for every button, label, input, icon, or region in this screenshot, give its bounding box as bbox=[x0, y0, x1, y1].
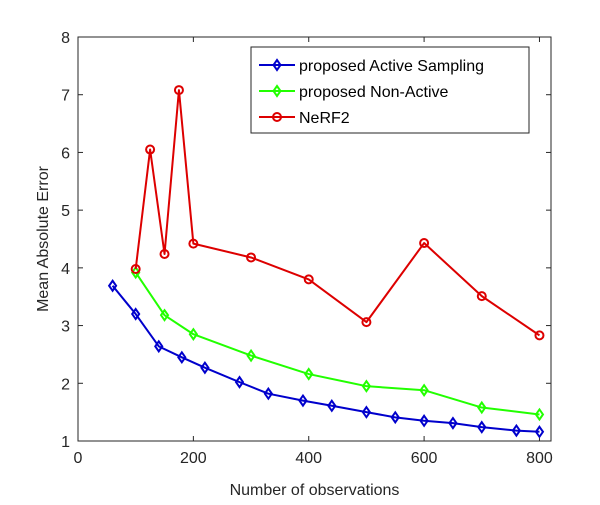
data-point bbox=[303, 274, 314, 285]
data-point bbox=[159, 249, 170, 260]
x-tick-label: 400 bbox=[295, 450, 322, 467]
x-tick-label: 800 bbox=[526, 450, 553, 467]
data-point bbox=[200, 360, 210, 375]
legend-label: proposed Non-Active bbox=[299, 84, 449, 101]
legend-item: proposed Active Sampling bbox=[259, 58, 484, 75]
y-tick-label: 5 bbox=[61, 203, 70, 220]
series-line bbox=[111, 285, 540, 433]
axis-ticks: 0 200 400 600 800 1 2 3 4 5 6 7 8 bbox=[61, 30, 553, 467]
legend-item: NeRF2 bbox=[259, 110, 350, 127]
data-point bbox=[361, 379, 372, 393]
data-point bbox=[534, 407, 545, 422]
data-point bbox=[145, 144, 156, 155]
x-tick-label: 0 bbox=[74, 450, 83, 467]
x-tick-label: 600 bbox=[411, 450, 438, 467]
data-point bbox=[419, 383, 429, 397]
data-point bbox=[188, 238, 199, 249]
data-point bbox=[234, 375, 245, 389]
legend-item: proposed Non-Active bbox=[259, 84, 449, 101]
data-point bbox=[154, 339, 164, 354]
legend-swatch-marker bbox=[272, 58, 282, 72]
y-tick-label: 8 bbox=[61, 30, 70, 47]
data-point bbox=[511, 423, 522, 438]
data-point bbox=[477, 420, 487, 434]
data-point bbox=[476, 291, 487, 302]
series-proposed-non-active bbox=[130, 265, 545, 422]
data-point bbox=[327, 399, 337, 413]
data-point bbox=[188, 327, 199, 341]
data-point bbox=[361, 317, 372, 328]
data-point bbox=[534, 330, 545, 341]
legend: proposed Active Sampling proposed Non-Act… bbox=[250, 46, 530, 134]
series-line bbox=[134, 271, 540, 416]
data-point bbox=[107, 279, 118, 293]
data-point bbox=[246, 348, 256, 363]
series-nerf2 bbox=[130, 85, 545, 341]
y-tick-label: 2 bbox=[61, 376, 70, 393]
data-point bbox=[304, 367, 314, 381]
data-point bbox=[173, 85, 184, 96]
y-tick-label: 4 bbox=[61, 261, 70, 278]
data-point bbox=[130, 264, 141, 275]
data-point bbox=[419, 238, 430, 249]
data-point bbox=[477, 400, 487, 415]
y-tick-label: 6 bbox=[61, 145, 70, 162]
data-point bbox=[448, 416, 458, 430]
data-point bbox=[130, 307, 141, 321]
y-tick-label: 7 bbox=[61, 88, 70, 105]
y-tick-label: 3 bbox=[61, 319, 70, 336]
series-line bbox=[134, 89, 541, 337]
legend-box bbox=[250, 46, 530, 134]
data-point bbox=[419, 414, 429, 428]
data-point bbox=[534, 425, 545, 439]
y-axis-label: Mean Absolute Error bbox=[35, 165, 52, 312]
data-point bbox=[177, 350, 187, 365]
legend-swatch-marker bbox=[272, 112, 282, 122]
y-tick-label: 1 bbox=[61, 434, 70, 451]
x-tick-label: 200 bbox=[180, 450, 207, 467]
data-point bbox=[298, 393, 308, 408]
data-point bbox=[246, 252, 257, 263]
data-point bbox=[159, 308, 170, 322]
x-axis-label: Number of observations bbox=[230, 482, 400, 499]
legend-label: NeRF2 bbox=[299, 110, 350, 127]
legend-swatch-marker bbox=[272, 84, 282, 98]
series-layer bbox=[107, 85, 545, 439]
legend-label: proposed Active Sampling bbox=[299, 58, 484, 75]
series-proposed-active-sampling bbox=[107, 279, 545, 439]
data-point bbox=[130, 265, 141, 280]
data-point bbox=[390, 410, 400, 425]
data-point bbox=[361, 405, 372, 419]
data-point bbox=[263, 386, 274, 401]
